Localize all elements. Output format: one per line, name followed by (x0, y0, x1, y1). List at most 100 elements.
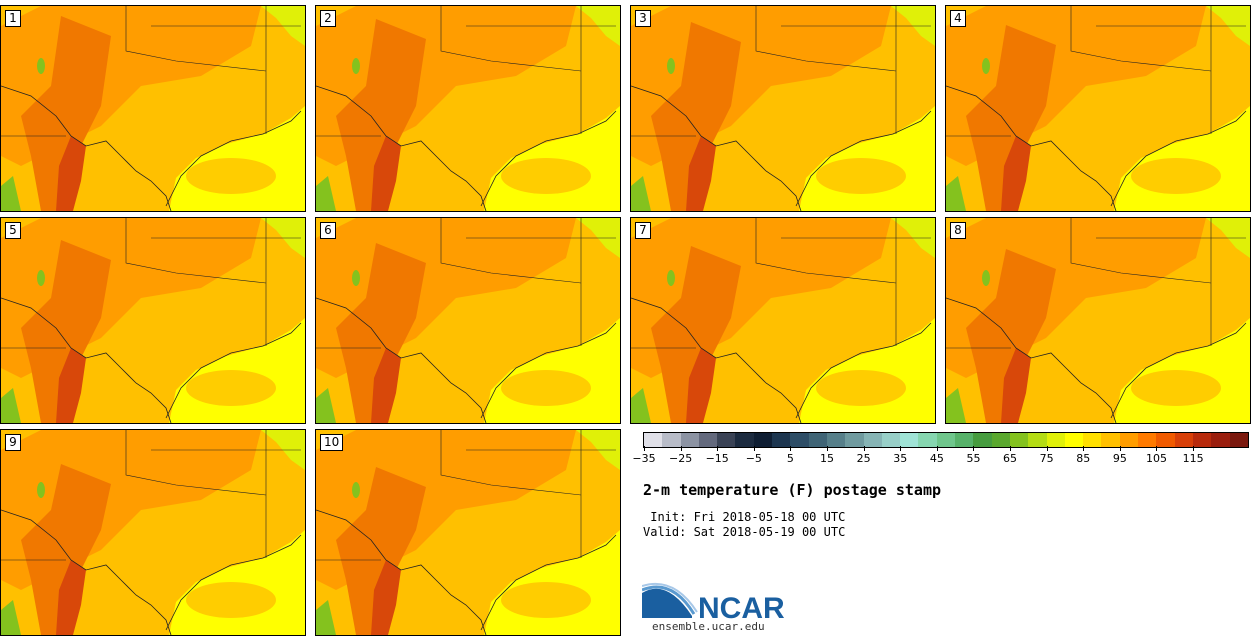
legend-tick-label: 5 (786, 452, 794, 465)
legend-tick-label: 75 (1039, 452, 1054, 465)
gulf-warm-patch (501, 370, 591, 406)
temperature-map (946, 218, 1250, 423)
gulf-warm-patch (501, 582, 591, 618)
legend-swatch (973, 433, 992, 447)
state-border-ok-tx (440, 430, 582, 496)
logo-text: NCAR (698, 592, 785, 623)
map-panel: 7 (630, 217, 936, 424)
legend-tick (790, 446, 792, 451)
panel-label: 9 (5, 434, 21, 451)
legend-swatch (753, 433, 773, 447)
rio-grande-border (946, 297, 1117, 423)
legend-swatch (863, 433, 882, 447)
temperature-map (1, 6, 305, 211)
land-cool-sw (316, 388, 336, 423)
legend-swatch (808, 433, 827, 447)
legend-swatch (900, 433, 919, 447)
gulf-coastline (1110, 110, 1247, 207)
map-panel: 1 (0, 5, 306, 212)
mountain-cool (37, 482, 45, 498)
map-panel: 5 (0, 217, 306, 424)
land-hottest (686, 348, 716, 423)
legend-swatch (991, 433, 1010, 447)
legend-swatch (790, 433, 809, 447)
land-cool-sw (1, 388, 21, 423)
gulf-warm-patch (1131, 158, 1221, 194)
legend-swatch (644, 433, 663, 447)
rio-grande-border (946, 85, 1117, 211)
legend-tick-label: −5 (745, 452, 762, 465)
legend-swatch (1119, 433, 1139, 447)
mountain-cool (37, 58, 45, 74)
land-hotter (336, 243, 426, 423)
land-hotter (336, 19, 426, 211)
color-legend (643, 432, 1249, 448)
legend-swatch (772, 433, 791, 447)
legend-tick-label: −35 (632, 452, 656, 465)
site-url: ensemble.ucar.edu (652, 620, 765, 633)
land-hotter (966, 25, 1056, 211)
gulf-coastline (1110, 322, 1247, 419)
legend-swatch (845, 433, 864, 447)
state-border-ok-tx (755, 218, 897, 284)
mountain-cool (667, 270, 675, 286)
gulf-coastline (480, 110, 617, 207)
gulf-coastline (165, 534, 302, 631)
panel-label: 1 (5, 10, 21, 27)
legend-swatch (826, 433, 846, 447)
land-hottest (1001, 136, 1031, 211)
land-cool-sw (631, 176, 651, 211)
gulf-coastline (165, 322, 302, 419)
land-hottest (686, 136, 716, 211)
land-hotter (21, 16, 111, 211)
land-hotter (651, 246, 741, 423)
legend-swatch (735, 433, 754, 447)
panel-label: 3 (635, 10, 651, 27)
logo-arc-dark (642, 588, 692, 618)
legend-tick-label: 15 (820, 452, 835, 465)
panel-label: 2 (320, 10, 336, 27)
legend-swatch (1211, 433, 1230, 447)
logo-arc-lighter (641, 582, 698, 613)
land-hotter (21, 240, 111, 423)
legend-tick (1193, 446, 1195, 451)
legend-tick (753, 446, 755, 451)
legend-tick (644, 446, 645, 451)
rio-grande-border (1, 509, 172, 635)
legend-tick-label: 65 (1003, 452, 1018, 465)
state-border-ok-tx (440, 6, 582, 72)
legend-tick-label: 105 (1145, 452, 1167, 465)
gulf-warm-patch (186, 582, 276, 618)
legend-swatch (1156, 433, 1175, 447)
map-panel: 4 (945, 5, 1251, 212)
temperature-map (946, 6, 1250, 211)
map-panel: 10 (315, 429, 621, 636)
legend-tick (827, 446, 829, 451)
temperature-map (316, 430, 620, 635)
legend-swatch (1046, 433, 1065, 447)
legend-ticks: −35 −25 −15 −5 5 15 25 35 45 55 65 75 85 95 105 115 (632, 446, 1249, 466)
legend-swatch (1064, 433, 1084, 447)
gulf-coastline (795, 110, 932, 207)
gulf-warm-patch (1131, 370, 1221, 406)
legend-tick (936, 446, 938, 451)
state-border-ok-tx (440, 218, 582, 284)
temperature-map (1, 430, 305, 635)
legend-tick (1119, 446, 1121, 451)
land-hottest (371, 136, 401, 211)
mountain-cool (982, 58, 990, 74)
legend-tick-label: 35 (893, 452, 908, 465)
legend-swatch (1229, 433, 1248, 447)
ncar-logo: NCAR (641, 578, 792, 625)
legend-tick-label: 55 (966, 452, 981, 465)
legend-tick (863, 446, 865, 451)
legend-tick-label: 95 (1112, 452, 1127, 465)
land-cool-sw (631, 388, 651, 423)
panel-label: 7 (635, 222, 651, 239)
panel-label: 5 (5, 222, 21, 239)
temperature-map (631, 218, 935, 423)
rio-grande-border (316, 509, 487, 635)
valid-time: Valid: Sat 2018-05-19 00 UTC (643, 525, 846, 539)
mountain-cool (982, 270, 990, 286)
legend-swatch (936, 433, 956, 447)
